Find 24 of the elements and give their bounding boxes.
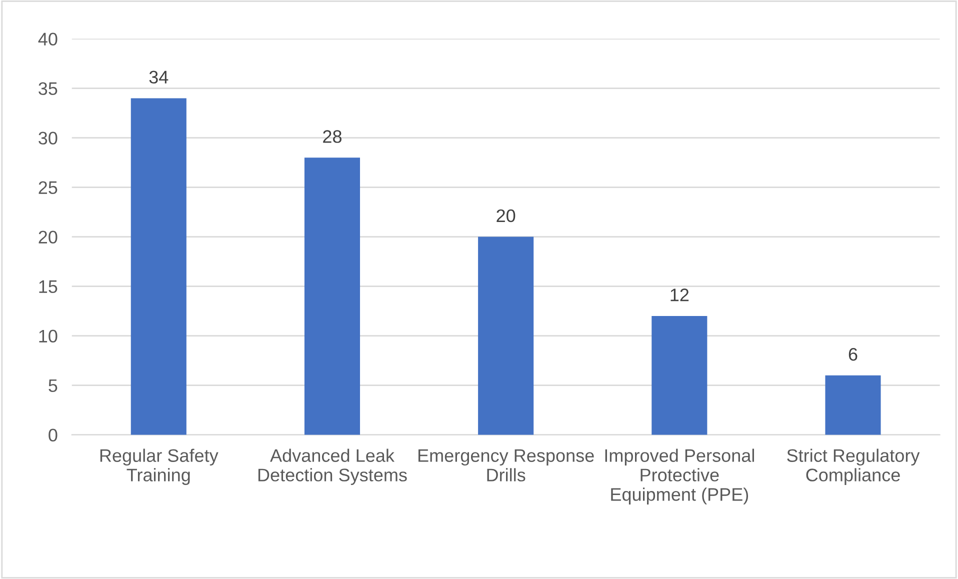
- data-label: 34: [149, 70, 168, 84]
- y-tick-label: 5: [48, 379, 58, 392]
- x-tick-label: Improved Personal Protective Equipment (PPE): [605, 448, 754, 504]
- y-tick-label: 10: [39, 330, 58, 343]
- x-tick-label: Advanced Leak Detection Systems: [258, 448, 407, 485]
- x-tick-label: Emergency Response Drills: [418, 449, 594, 482]
- x-tick-label: Strict Regulatory Compliance: [787, 448, 920, 485]
- x-tick-label: Regular Safety Training: [100, 448, 218, 485]
- y-tick-label: 30: [38, 132, 58, 145]
- y-tick-label: 15: [39, 280, 58, 294]
- y-tick-label: 0: [48, 428, 58, 442]
- bar: [478, 236, 534, 435]
- bar: [652, 316, 708, 435]
- data-label: 6: [848, 348, 858, 361]
- y-tick-label: 35: [38, 82, 58, 96]
- data-label: 12: [670, 288, 689, 302]
- data-label: 20: [496, 209, 516, 222]
- bar: [825, 375, 881, 435]
- y-tick-label: 25: [38, 181, 58, 194]
- y-tick-label: 40: [38, 32, 58, 46]
- bar: [304, 158, 360, 435]
- y-tick-label: 20: [38, 230, 58, 244]
- bar: [130, 98, 186, 435]
- data-label: 28: [323, 130, 342, 143]
